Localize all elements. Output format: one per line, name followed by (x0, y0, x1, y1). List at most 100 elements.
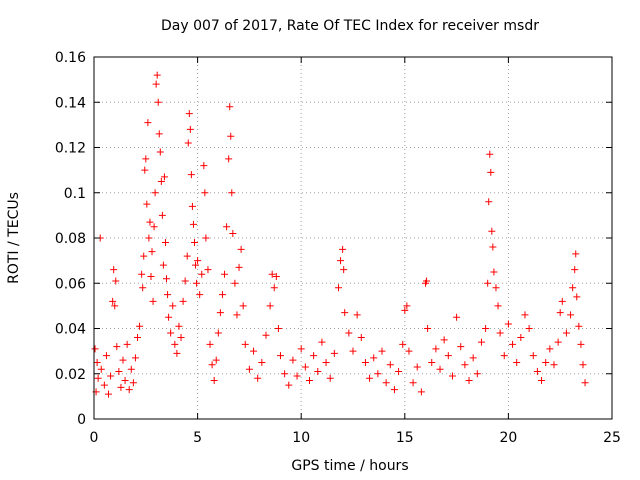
data-point (334, 284, 342, 292)
data-point (488, 227, 496, 235)
data-point (225, 155, 233, 163)
data-point (401, 306, 409, 314)
x-tick-label: 20 (499, 430, 517, 446)
data-point (318, 338, 326, 346)
data-point (241, 340, 249, 348)
data-point (339, 245, 347, 253)
data-point (486, 150, 494, 158)
data-point (147, 272, 155, 280)
data-point (490, 268, 498, 276)
data-point (185, 110, 193, 118)
data-point (572, 250, 580, 258)
data-point (487, 168, 495, 176)
data-point (525, 325, 533, 332)
data-point (127, 365, 135, 373)
data-point (556, 309, 564, 317)
data-point (504, 320, 512, 328)
data-point (482, 325, 490, 332)
data-point (266, 302, 274, 310)
data-point (353, 311, 361, 319)
data-point (164, 291, 172, 299)
data-point (97, 365, 105, 373)
data-point (200, 162, 208, 170)
data-point (395, 367, 403, 375)
data-point (165, 313, 173, 321)
data-point (198, 270, 206, 278)
data-point (513, 358, 521, 366)
data-point (473, 370, 481, 378)
data-point (109, 297, 117, 305)
data-point (457, 343, 465, 351)
data-point (140, 252, 148, 260)
data-point (489, 243, 497, 251)
data-point (500, 352, 508, 360)
data-point (440, 336, 448, 344)
data-point (571, 266, 579, 274)
data-point (212, 356, 220, 364)
data-point (210, 377, 218, 385)
data-point (305, 377, 313, 385)
data-point (496, 329, 504, 337)
data-point (569, 284, 577, 292)
data-point (186, 125, 194, 133)
data-point (188, 202, 196, 210)
data-point (129, 379, 137, 387)
data-point (349, 347, 357, 355)
data-point (229, 229, 237, 237)
data-point (158, 211, 166, 219)
data-point (189, 220, 197, 228)
data-point (390, 386, 398, 394)
y-tick-label: 0.14 (55, 95, 86, 111)
data-point (337, 257, 345, 265)
data-point (399, 340, 407, 348)
data-point (485, 198, 493, 206)
data-point (204, 266, 212, 274)
y-tick-label: 0.12 (55, 141, 86, 157)
data-point (228, 189, 236, 197)
data-point (115, 367, 123, 375)
data-point (413, 363, 421, 371)
data-point (131, 354, 139, 362)
data-point (143, 200, 151, 208)
y-tick-label: 0.02 (55, 367, 86, 383)
data-point (494, 302, 502, 310)
data-point (112, 277, 120, 285)
data-point (268, 270, 276, 278)
data-point (183, 252, 191, 260)
data-point (223, 223, 231, 231)
data-point (285, 381, 293, 389)
x-tick-label: 15 (396, 430, 414, 446)
data-point (233, 311, 241, 319)
x-tick-label: 10 (292, 430, 310, 446)
data-point (546, 345, 554, 353)
x-tick-label: 25 (603, 430, 621, 446)
data-point (258, 358, 266, 366)
data-point (175, 322, 183, 330)
data-point (326, 374, 334, 382)
data-point (533, 367, 541, 375)
data-point (274, 325, 282, 332)
data-point (575, 322, 583, 330)
data-point (567, 311, 575, 319)
data-point (340, 266, 348, 274)
data-point (201, 189, 209, 197)
data-point (117, 383, 125, 391)
data-point (424, 325, 432, 332)
data-point (167, 329, 175, 337)
data-point (517, 334, 525, 342)
data-point (341, 309, 349, 317)
data-point (403, 302, 411, 310)
data-point (100, 381, 108, 389)
data-point (361, 358, 369, 366)
data-point (163, 275, 171, 283)
data-point (453, 313, 461, 321)
data-point (142, 155, 150, 163)
data-point (144, 119, 152, 127)
data-point (149, 297, 157, 305)
data-point (148, 248, 156, 256)
data-point (272, 272, 280, 280)
axis-ticks (93, 56, 613, 420)
data-point (119, 356, 127, 364)
data-point (270, 284, 278, 292)
